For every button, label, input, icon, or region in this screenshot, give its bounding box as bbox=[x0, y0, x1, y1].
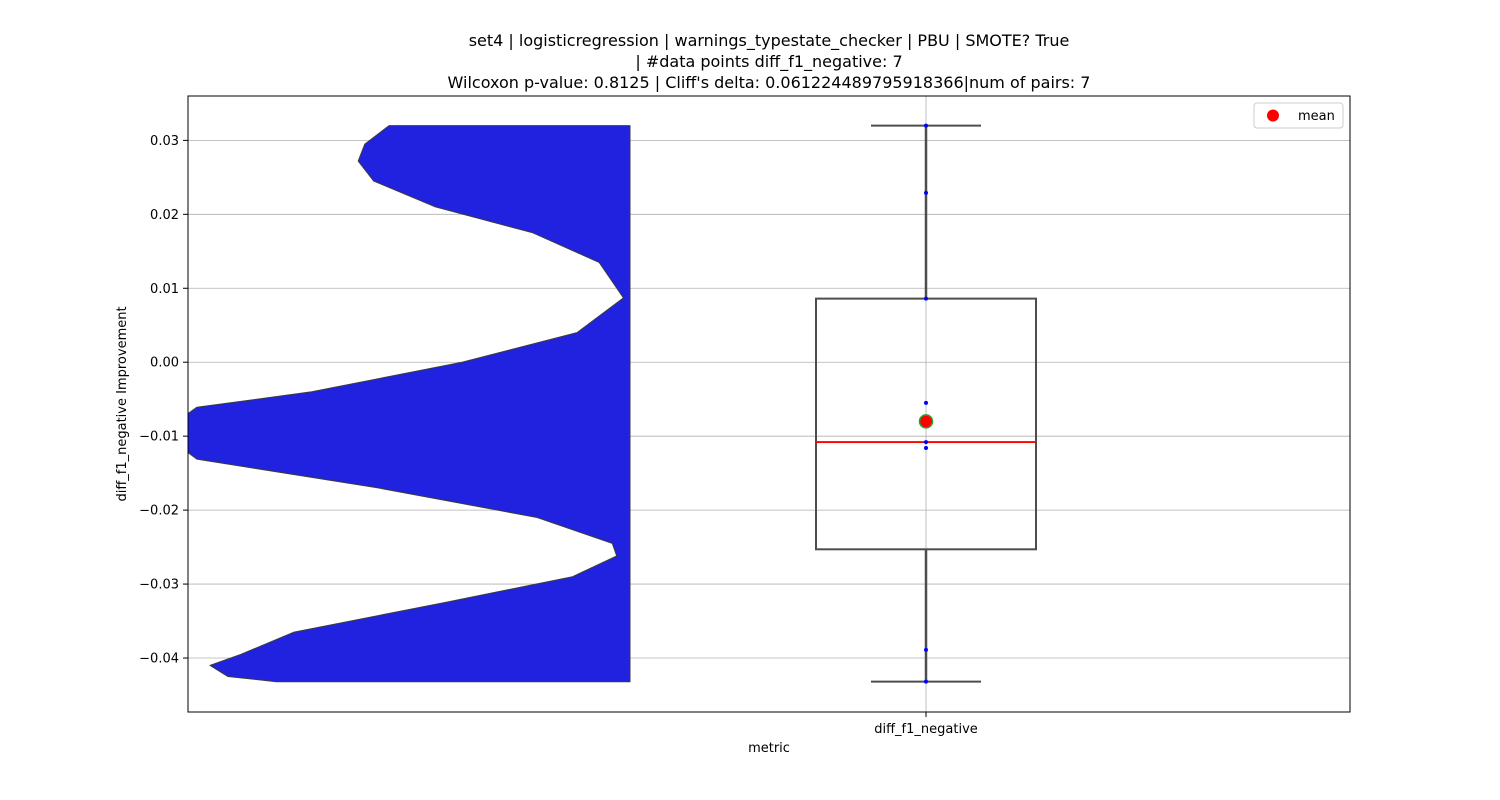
y-tick-label: 0.03 bbox=[150, 134, 179, 149]
legend-frame bbox=[1253, 102, 1344, 129]
legend-mean-marker bbox=[1267, 109, 1279, 122]
y-tick-label: 0.01 bbox=[150, 282, 179, 297]
box-plot bbox=[815, 123, 1037, 684]
data-point bbox=[924, 123, 928, 128]
mean-marker bbox=[918, 414, 934, 429]
y-tick-label: −0.02 bbox=[139, 504, 179, 519]
chart-title-line-1: set4 | logisticregression | warnings_typ… bbox=[468, 31, 1070, 50]
violin-body bbox=[188, 125, 631, 683]
legend-mean-label: mean bbox=[1298, 109, 1335, 124]
data-point bbox=[924, 440, 928, 445]
data-point bbox=[924, 647, 928, 652]
x-axis-ticks: diff_f1_negative bbox=[874, 712, 978, 737]
y-tick-label: −0.01 bbox=[139, 430, 179, 445]
y-tick-label: −0.03 bbox=[139, 578, 179, 593]
plot-frame bbox=[187, 95, 1351, 713]
x-axis-label: metric bbox=[748, 741, 790, 756]
violin-plot bbox=[188, 125, 631, 683]
y-axis-label: diff_f1_negative Improvement bbox=[115, 306, 130, 501]
data-point bbox=[924, 679, 928, 684]
y-tick-label: 0.02 bbox=[150, 208, 179, 223]
chart-title-line-2: | #data points diff_f1_negative: 7 bbox=[635, 52, 903, 71]
y-axis-ticks: 0.03 0.02 0.01 0.00 −0.01 −0.02 −0.03 −0.04 bbox=[139, 134, 188, 667]
chart-title-line-3: Wilcoxon p-value: 0.8125 | Cliff's delta… bbox=[447, 73, 1091, 92]
data-point bbox=[924, 190, 928, 195]
legend: mean bbox=[1253, 102, 1344, 129]
data-point bbox=[924, 446, 928, 450]
y-tick-label: 0.00 bbox=[150, 356, 179, 371]
data-point bbox=[924, 296, 928, 301]
data-point bbox=[924, 400, 928, 405]
y-tick-label: −0.04 bbox=[139, 652, 179, 667]
x-tick-label: diff_f1_negative bbox=[874, 722, 978, 737]
